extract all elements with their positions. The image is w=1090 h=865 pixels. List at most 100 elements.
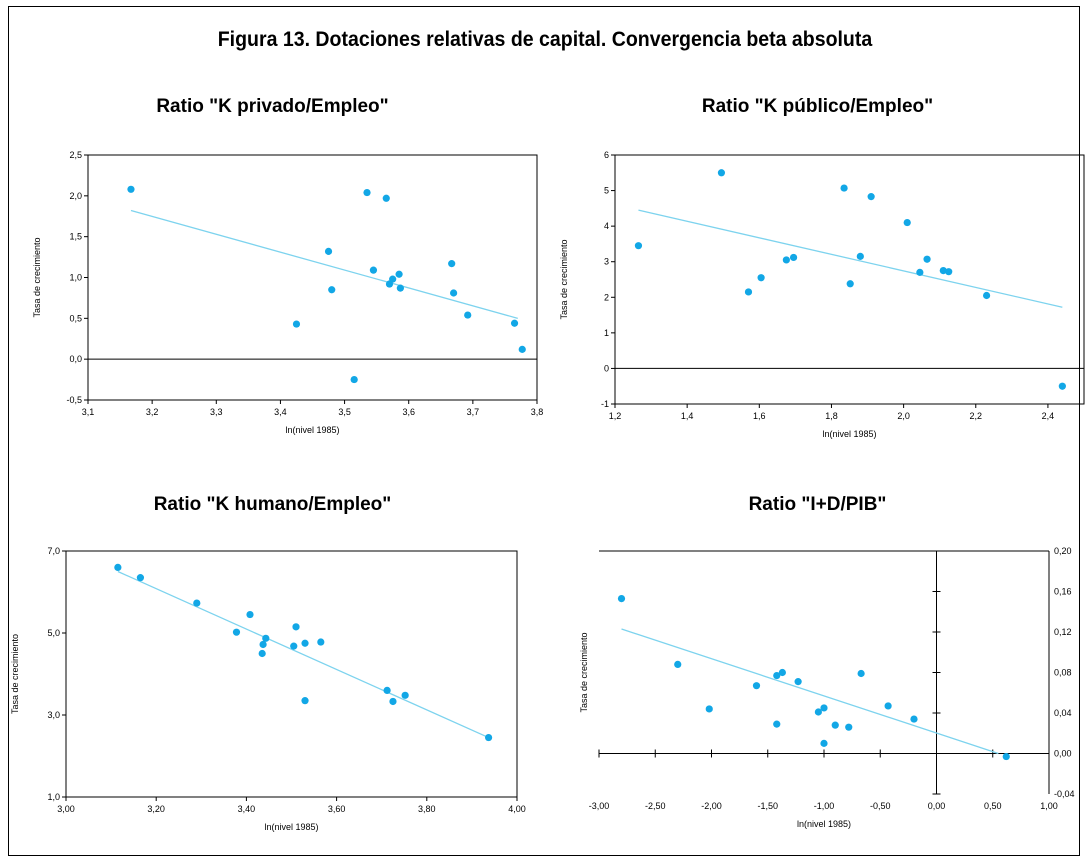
y-tick-label: 0,08 xyxy=(1054,668,1072,678)
data-point xyxy=(814,708,822,716)
y-tick-label: 6 xyxy=(604,150,609,160)
y-tick-label: 1,0 xyxy=(69,273,82,283)
x-tick-label: -1,50 xyxy=(757,801,778,811)
x-tick-label: 3,1 xyxy=(82,407,95,417)
data-point xyxy=(634,242,643,250)
data-point xyxy=(1058,382,1066,390)
data-point xyxy=(258,649,266,658)
y-tick-label: 0,0 xyxy=(69,354,82,364)
chart-title-k-humano: Ratio "K humano/Empleo" xyxy=(153,494,392,515)
x-tick-label: -3,00 xyxy=(589,801,610,811)
data-point xyxy=(910,715,918,723)
data-point xyxy=(114,563,122,572)
data-point xyxy=(884,702,892,710)
data-point xyxy=(396,284,404,292)
x-tick-label: 1,2 xyxy=(609,411,622,421)
data-point xyxy=(389,275,397,283)
data-point xyxy=(484,733,493,742)
y-tick-label: 7,0 xyxy=(47,546,60,556)
data-point xyxy=(744,288,753,296)
data-point xyxy=(317,638,325,646)
trend-line xyxy=(117,570,489,739)
x-tick-label: 3,4 xyxy=(274,407,287,417)
data-point xyxy=(617,594,626,603)
y-axis-label: Tasa de crecimiento xyxy=(10,634,20,714)
data-point xyxy=(789,253,798,262)
data-point xyxy=(794,678,802,686)
data-point xyxy=(1002,752,1010,761)
y-tick-label: 3,0 xyxy=(47,710,60,720)
data-point xyxy=(945,268,953,276)
chart-title-k-publico: Ratio "K público/Empleo" xyxy=(701,96,934,117)
data-point xyxy=(193,599,201,607)
y-tick-label: 5,0 xyxy=(47,628,60,638)
trend-line xyxy=(130,209,518,319)
data-point xyxy=(259,640,267,649)
data-point xyxy=(778,668,786,677)
data-point xyxy=(292,320,301,328)
data-point xyxy=(757,274,765,282)
x-tick-label: 4,00 xyxy=(508,804,526,814)
y-tick-label: 5 xyxy=(604,186,609,196)
data-point xyxy=(301,697,309,705)
y-tick-label: 0,5 xyxy=(69,313,82,323)
y-tick-label: 1,0 xyxy=(47,792,60,802)
data-point xyxy=(982,291,991,300)
data-point xyxy=(831,721,839,729)
data-point xyxy=(846,280,854,288)
data-point xyxy=(369,266,378,274)
x-tick-label: 0,00 xyxy=(928,801,946,811)
x-axis-label: ln(nivel 1985) xyxy=(285,425,339,435)
y-axis-label: Tasa de crecimiento xyxy=(579,632,589,712)
plot-area xyxy=(614,154,1085,405)
data-point xyxy=(939,267,947,275)
figure-title: Figura 13. Dotaciones relativas de capit… xyxy=(217,28,873,51)
data-point xyxy=(292,623,300,631)
data-point xyxy=(382,194,390,202)
data-point xyxy=(717,169,726,177)
data-point xyxy=(383,686,391,695)
data-point xyxy=(518,345,526,353)
x-tick-label: 3,2 xyxy=(146,407,159,417)
data-point xyxy=(246,610,254,619)
chart-title-id-pib: Ratio "I+D/PIB" xyxy=(748,494,887,515)
x-tick-label: 1,8 xyxy=(825,411,838,421)
y-tick-label: 3 xyxy=(604,257,609,267)
x-tick-label: -2,00 xyxy=(701,801,722,811)
y-axis-label: Tasa de crecimiento xyxy=(32,237,42,317)
x-tick-label: 3,6 xyxy=(402,407,415,417)
x-tick-label: -1,00 xyxy=(814,801,835,811)
data-point xyxy=(782,256,790,264)
data-point xyxy=(705,705,713,713)
x-tick-label: 2,2 xyxy=(970,411,983,421)
data-point xyxy=(923,255,931,263)
figure-frame xyxy=(8,6,1080,856)
data-point xyxy=(464,311,472,319)
data-point xyxy=(867,193,875,201)
x-tick-label: 2,0 xyxy=(897,411,910,421)
y-tick-label: 1 xyxy=(604,328,609,338)
y-tick-label: 4 xyxy=(604,221,609,231)
data-point xyxy=(395,270,403,278)
trend-line xyxy=(638,209,1063,308)
trend-line xyxy=(621,628,999,755)
data-point xyxy=(232,628,241,636)
x-tick-label: 3,5 xyxy=(338,407,351,417)
y-tick-label: 0 xyxy=(604,363,609,373)
data-point xyxy=(136,574,145,582)
data-point xyxy=(389,697,397,706)
y-tick-label: 2 xyxy=(604,292,609,302)
x-tick-label: 1,4 xyxy=(681,411,694,421)
x-tick-label: 3,00 xyxy=(57,804,75,814)
x-tick-label: 1,6 xyxy=(753,411,766,421)
data-point xyxy=(350,375,358,384)
x-tick-label: 3,8 xyxy=(531,407,544,417)
chart-title-k-privado: Ratio "K privado/Empleo" xyxy=(156,96,389,117)
data-point xyxy=(674,660,682,669)
y-tick-label: 0,12 xyxy=(1054,627,1072,637)
x-tick-label: 3,3 xyxy=(210,407,223,417)
x-axis-label: ln(nivel 1985) xyxy=(822,429,876,439)
